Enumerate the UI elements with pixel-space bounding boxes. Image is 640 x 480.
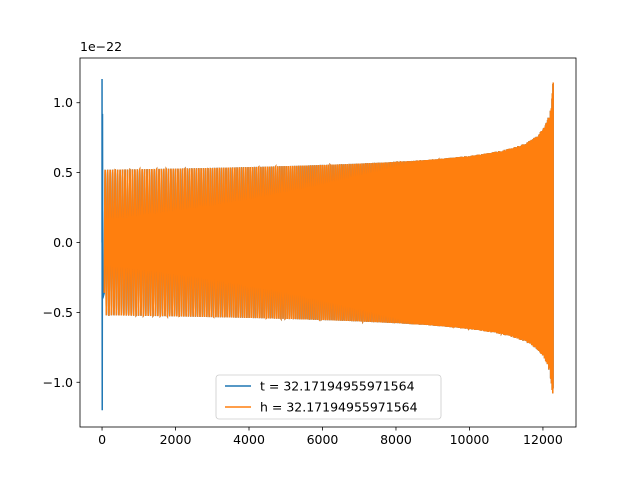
legend: t = 32.17194955971564 h = 32.17194955971…	[215, 374, 442, 420]
x-tick-label: 2000	[160, 432, 192, 447]
y-tick-label: −1.0	[43, 375, 73, 390]
x-tick-label: 8000	[380, 432, 412, 447]
y-tick-label: 0.0	[53, 235, 73, 250]
y-tick-label: 1.0	[53, 95, 73, 110]
series-line-h	[103, 82, 554, 394]
x-tick-label: 4000	[233, 432, 265, 447]
x-tick-label: 10000	[450, 432, 490, 447]
legend-box	[215, 374, 442, 420]
x-axis: 0 2000 4000 6000 8000 10000 12000	[98, 427, 563, 447]
y-axis: −1.0 −0.5 0.0 0.5 1.0	[43, 95, 80, 390]
legend-label-t: t = 32.17194955971564	[260, 379, 415, 394]
y-tick-label: 0.5	[53, 165, 73, 180]
plot-area	[101, 78, 554, 411]
x-tick-label: 12000	[523, 432, 563, 447]
legend-label-h: h = 32.17194955971564	[260, 400, 418, 415]
y-offset-label: 1e−22	[80, 39, 122, 54]
x-tick-label: 0	[98, 432, 106, 447]
x-tick-label: 6000	[307, 432, 339, 447]
y-tick-label: −0.5	[43, 305, 73, 320]
